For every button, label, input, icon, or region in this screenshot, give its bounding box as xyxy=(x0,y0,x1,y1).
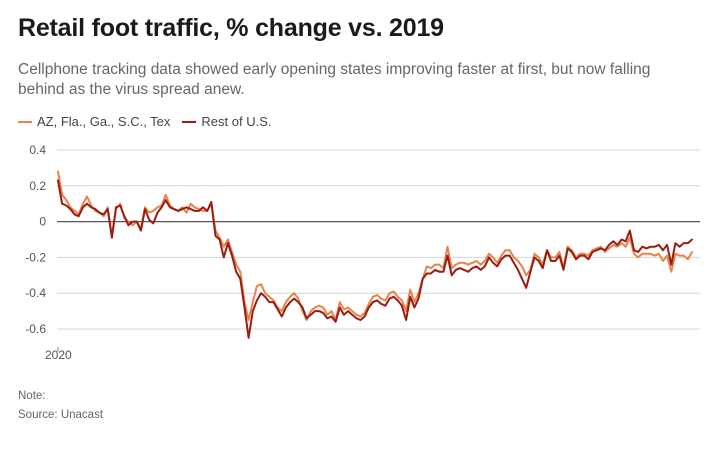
y-tick-label: -0.2 xyxy=(25,250,46,264)
legend-swatch-series-a xyxy=(18,120,32,123)
y-tick-label: 0.4 xyxy=(29,143,46,157)
legend-item-series-b: Rest of U.S. xyxy=(182,114,272,129)
chart-subtitle: Cellphone tracking data showed early ope… xyxy=(18,61,651,98)
y-tick-label: 0.2 xyxy=(29,179,46,193)
legend-item-series-a: AZ, Fla., Ga., S.C., Tex xyxy=(18,114,170,129)
legend-label-series-b: Rest of U.S. xyxy=(201,114,272,129)
legend-label-series-a: AZ, Fla., Ga., S.C., Tex xyxy=(37,114,171,129)
chart-source: Source: Unacast xyxy=(18,409,104,421)
series-line-arizona-florida-georgia-sc-texas xyxy=(57,170,693,321)
y-tick-label: 0 xyxy=(39,215,46,229)
chart-note: Note: xyxy=(18,390,46,402)
y-tick-label: -0.4 xyxy=(25,286,46,300)
chart-legend: AZ, Fla., Ga., S.C., Tex Rest of U.S. xyxy=(18,114,284,129)
x-tick-label: 2020 xyxy=(45,348,72,362)
series-line-rest-of-us xyxy=(57,179,693,339)
y-tick-label: -0.6 xyxy=(25,322,46,336)
legend-swatch-series-b xyxy=(182,120,197,123)
chart-title: Retail foot traffic, % change vs. 2019 xyxy=(18,14,444,42)
